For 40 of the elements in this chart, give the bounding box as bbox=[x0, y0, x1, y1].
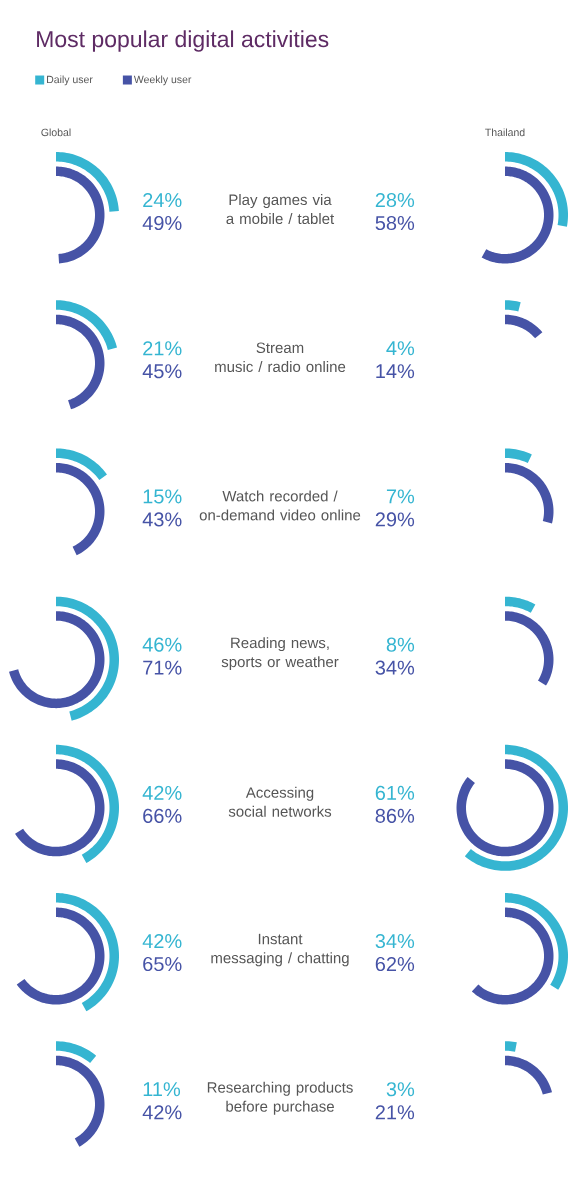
data-label: 66% bbox=[143, 808, 182, 823]
data-label: 21% bbox=[143, 341, 182, 356]
data-label: 49% bbox=[142, 215, 182, 231]
data-label: 43% bbox=[142, 512, 182, 527]
text: Most popular digital activities bbox=[37, 30, 329, 52]
data-label: 11% bbox=[143, 1082, 181, 1097]
data-label: 42% bbox=[142, 1105, 182, 1120]
data-label: 61% bbox=[375, 785, 415, 800]
category-label: Researching products before purchase bbox=[207, 1081, 353, 1115]
data-label: 71% bbox=[143, 660, 182, 675]
category-label: Instant messaging / chatting bbox=[211, 933, 349, 967]
legend-label: Weekly user bbox=[133, 75, 192, 86]
category-label: Stream music / radio online bbox=[215, 342, 346, 373]
data-label: 65% bbox=[143, 956, 182, 972]
legend-label: Daily user bbox=[47, 75, 93, 86]
data-label: 45% bbox=[142, 364, 182, 379]
data-label: 3% bbox=[386, 1082, 415, 1097]
data-label: 58% bbox=[375, 215, 415, 231]
data-label: 86% bbox=[375, 808, 415, 823]
data-label: 34% bbox=[375, 660, 415, 675]
data-label: 28% bbox=[375, 192, 415, 208]
data-label: 15% bbox=[143, 489, 182, 504]
data-label: 34% bbox=[375, 933, 415, 949]
data-label: 8% bbox=[386, 637, 415, 652]
data-label: 42% bbox=[142, 933, 182, 949]
text: Thailand bbox=[485, 128, 525, 137]
category-label: Watch recorded / on-demand video online bbox=[199, 490, 361, 521]
data-label: 4% bbox=[386, 341, 415, 356]
data-label: 62% bbox=[375, 956, 415, 972]
data-label: 46% bbox=[142, 637, 182, 652]
category-label: Reading news, sports or weather bbox=[221, 637, 339, 671]
data-label: 7% bbox=[386, 489, 415, 504]
text: Global bbox=[41, 128, 71, 137]
data-label: 42% bbox=[142, 785, 182, 800]
category-label: Play games via a mobile / tablet bbox=[226, 194, 335, 225]
category-label: Accessing social networks bbox=[228, 786, 332, 817]
data-label: 14% bbox=[376, 364, 415, 379]
data-label: 24% bbox=[143, 192, 182, 208]
data-label: 21% bbox=[375, 1105, 415, 1120]
data-label: 29% bbox=[375, 512, 415, 527]
